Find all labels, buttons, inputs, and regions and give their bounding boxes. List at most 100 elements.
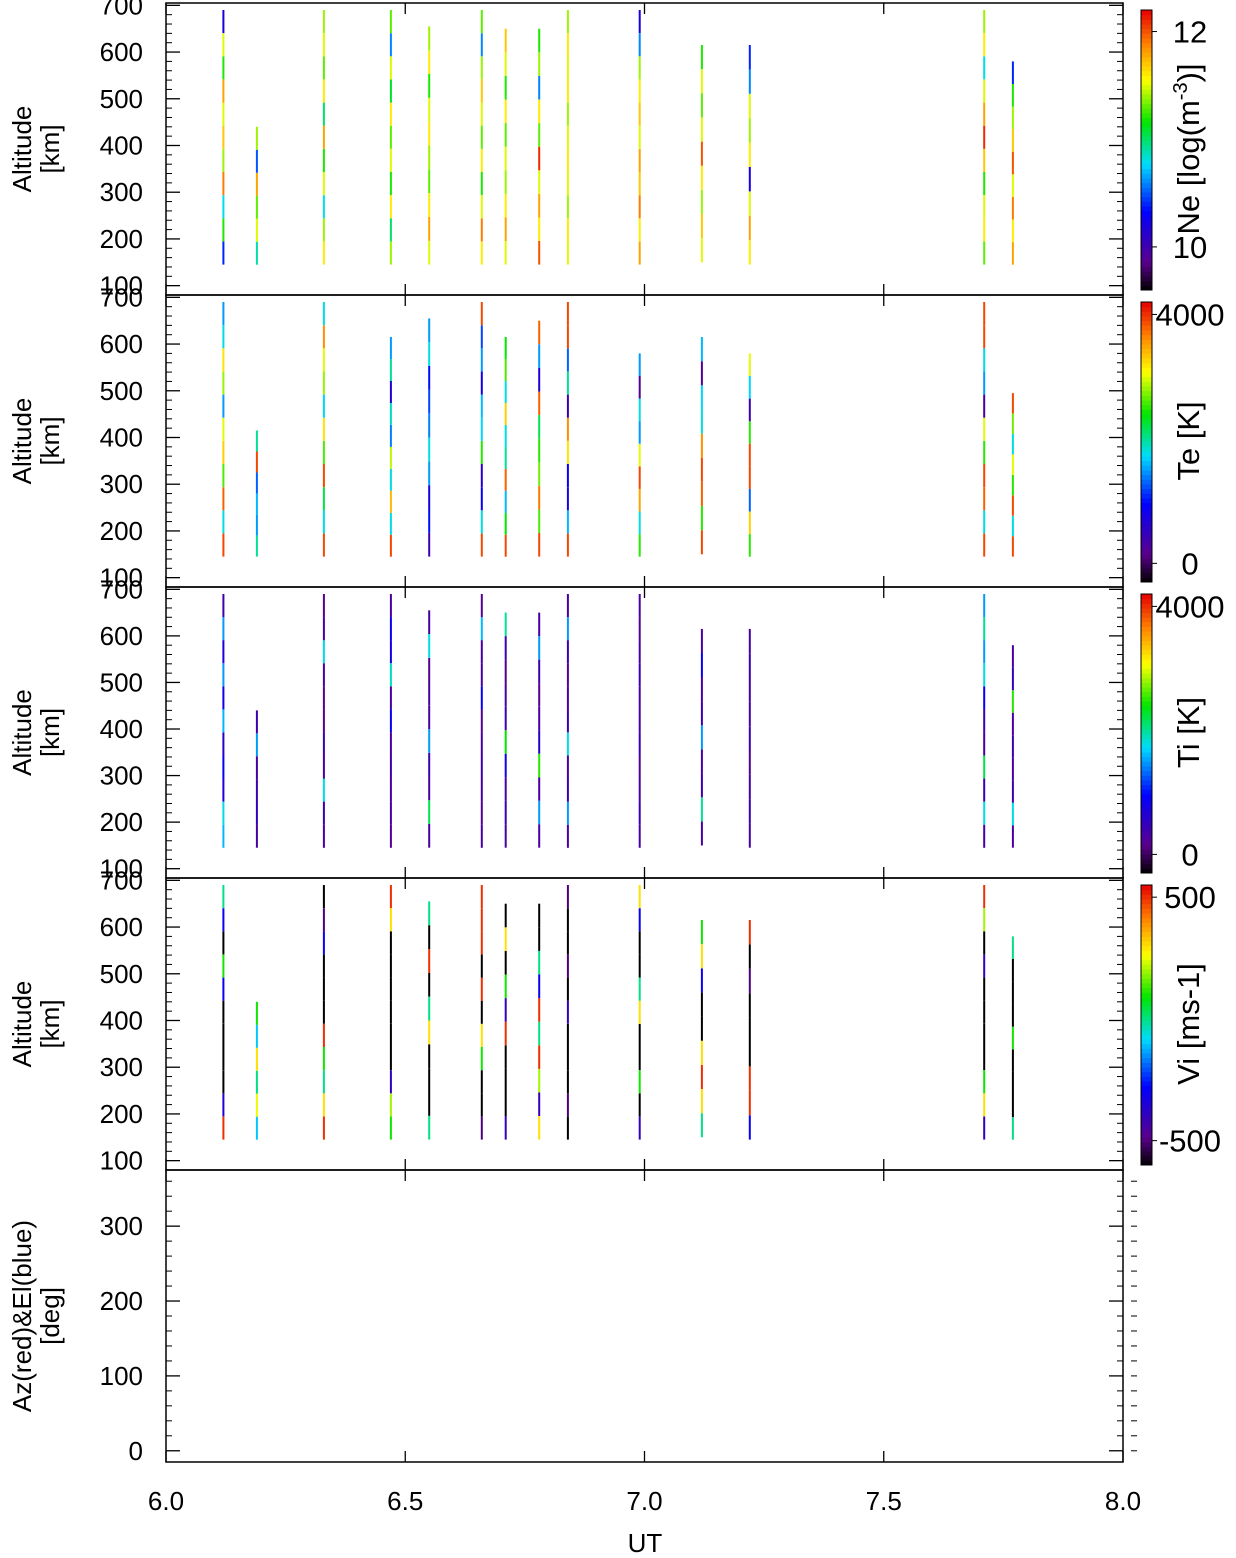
data-cell	[322, 824, 325, 848]
colorbar-segment	[1141, 826, 1152, 832]
colorbar-segment	[1141, 372, 1152, 378]
colorbar-segment	[1141, 493, 1152, 499]
data-cell	[566, 348, 569, 372]
y-tick-label: 100	[100, 1146, 143, 1176]
data-cell	[255, 1024, 258, 1048]
y-tick-label: 200	[100, 1099, 143, 1129]
data-cell	[1011, 151, 1014, 175]
data-cell	[538, 636, 541, 660]
data-cell	[983, 755, 986, 779]
data-cell	[322, 325, 325, 349]
data-cell	[480, 594, 483, 618]
colorbar: 0 4000 Ti [K]	[1140, 589, 1224, 874]
y-tick-label: 100	[100, 1361, 143, 1391]
x-tick-label: 7.0	[626, 1486, 662, 1516]
data-cell	[428, 318, 431, 343]
data-cell	[983, 102, 986, 126]
data-cell	[389, 125, 392, 149]
colorbar-segment	[1141, 178, 1152, 184]
data-cell	[222, 464, 225, 488]
data-cell	[538, 462, 541, 486]
colorbar-segment	[1141, 1067, 1152, 1073]
colorbar-segment	[1141, 112, 1152, 118]
data-cell	[322, 977, 325, 1001]
data-cell	[538, 146, 541, 171]
colorbar-segment	[1141, 1057, 1152, 1063]
colorbar-segment	[1141, 784, 1152, 790]
data-cell	[638, 640, 641, 664]
data-cell	[638, 1070, 641, 1094]
scan-column	[389, 10, 392, 265]
data-cell	[504, 534, 507, 557]
y-tick-label: 200	[100, 224, 143, 254]
data-cell	[700, 117, 703, 142]
colorbar-segment	[1141, 1015, 1152, 1021]
data-cell	[222, 148, 225, 172]
data-cell	[322, 709, 325, 733]
data-cell	[983, 241, 986, 265]
data-cell	[538, 533, 541, 557]
data-cell	[504, 1116, 507, 1140]
data-cell	[983, 732, 986, 756]
data-cell	[983, 440, 986, 464]
colorbar-segment	[1141, 572, 1152, 578]
colorbar-segment	[1141, 992, 1152, 998]
colorbar-segment	[1141, 617, 1152, 623]
colorbar-segment	[1141, 1071, 1152, 1077]
data-cell	[428, 729, 431, 753]
data-cell	[255, 149, 258, 173]
data-cell	[504, 998, 507, 1022]
data-cell	[1011, 757, 1014, 781]
data-cell	[566, 33, 569, 57]
data-cell	[222, 79, 225, 103]
data-cell	[700, 93, 703, 118]
data-cell	[700, 214, 703, 239]
colorbar-segment	[1141, 348, 1152, 354]
data-cell	[1011, 690, 1014, 713]
data-cell	[389, 359, 392, 381]
data-cell	[504, 381, 507, 403]
data-cell	[255, 451, 258, 473]
x-tick-label: 8.0	[1105, 1486, 1141, 1516]
data-cell	[322, 510, 325, 534]
data-cell	[538, 683, 541, 707]
data-cell	[255, 802, 258, 825]
colorbar-segment	[1141, 24, 1152, 30]
scan-column	[748, 45, 751, 265]
colorbar-segment	[1141, 252, 1152, 258]
data-cell	[538, 1116, 541, 1140]
data-cell	[700, 653, 703, 678]
data-cell	[1011, 712, 1014, 736]
y-tick-label: 500	[100, 84, 143, 114]
y-tick-label: 700	[100, 282, 143, 312]
data-cell	[1011, 84, 1014, 107]
data-cell	[480, 778, 483, 802]
data-cell	[700, 361, 703, 386]
data-cell	[748, 944, 751, 969]
data-cell	[322, 1047, 325, 1071]
colorbar-segment	[1141, 714, 1152, 721]
data-cell	[538, 217, 541, 241]
colorbar-segment	[1141, 479, 1152, 485]
colorbar-segment	[1141, 724, 1152, 730]
colorbar-tick-label: 500	[1164, 880, 1216, 915]
colorbar-segment	[1141, 997, 1152, 1003]
colorbar-segment	[1141, 903, 1152, 909]
colorbar-segment	[1141, 103, 1152, 109]
colorbar-segment	[1141, 154, 1152, 160]
scan-column	[322, 885, 325, 1140]
scan-column	[428, 610, 431, 848]
data-cell	[480, 325, 483, 349]
data-cell	[322, 732, 325, 756]
y-tick-label: 200	[100, 807, 143, 837]
data-cell	[389, 534, 392, 557]
colorbar-segment	[1141, 821, 1152, 827]
data-cell	[700, 677, 703, 702]
data-cell	[1011, 106, 1014, 130]
data-cell	[504, 146, 507, 171]
data-cell	[566, 487, 569, 511]
data-cell	[748, 443, 751, 467]
data-cell	[983, 56, 986, 80]
data-cell	[1011, 936, 1014, 959]
